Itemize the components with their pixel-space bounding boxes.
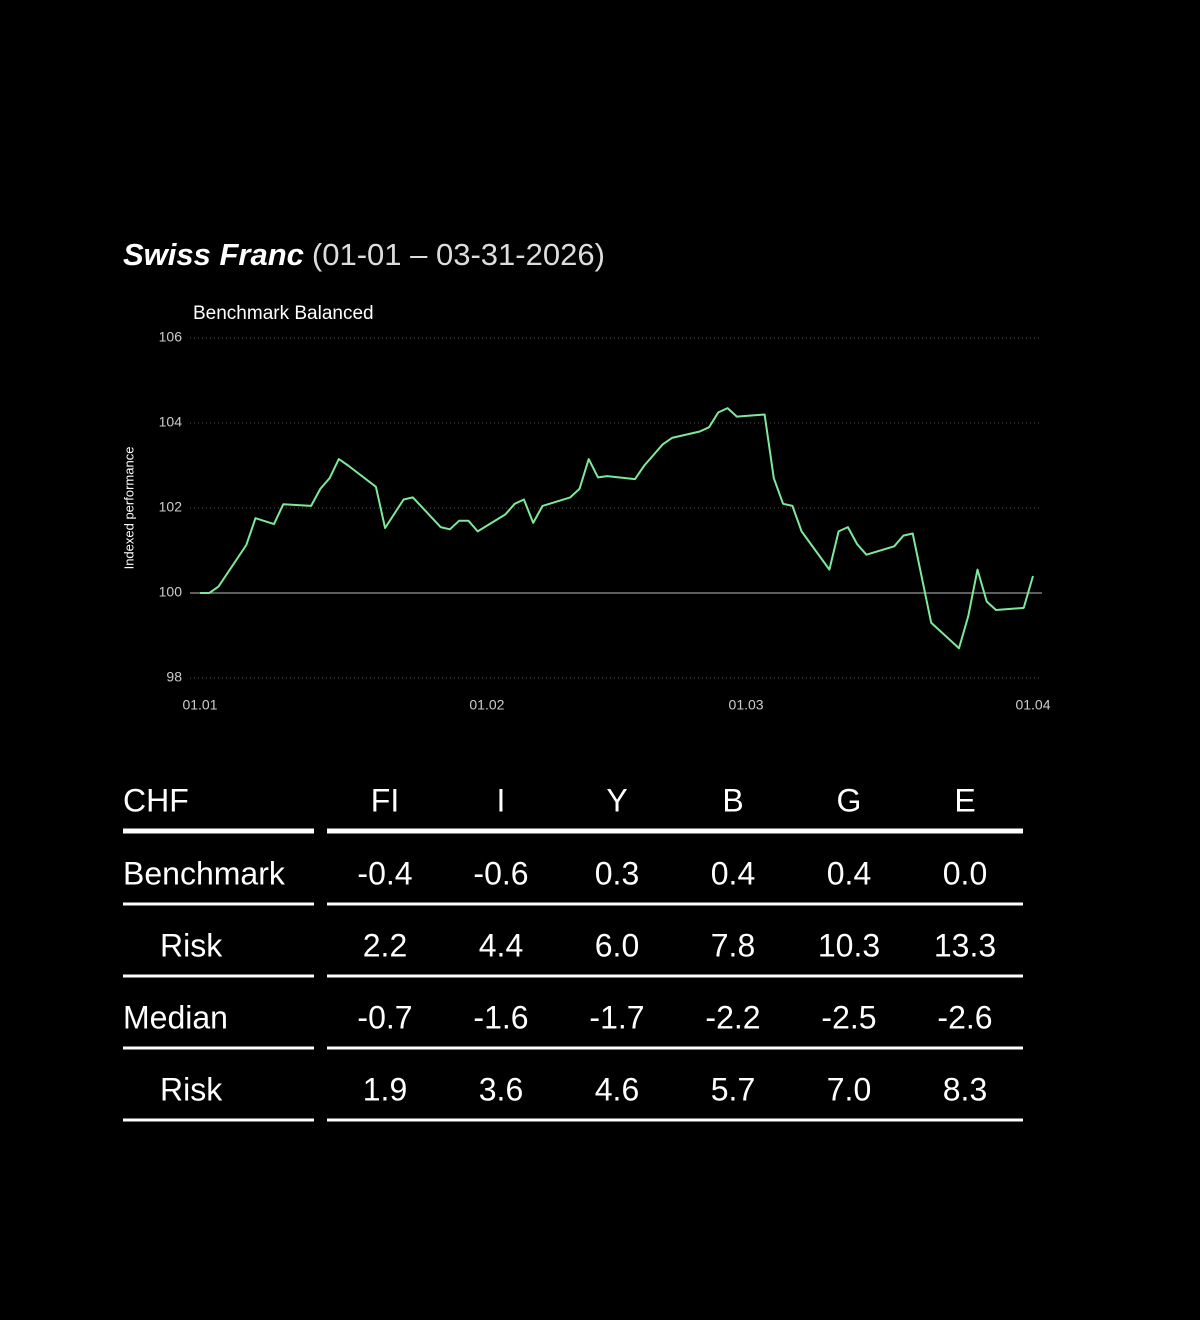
table-header: Y [606, 782, 627, 818]
table-cell: 6.0 [595, 927, 639, 963]
table-cell: -2.6 [937, 999, 992, 1035]
table-cell: 10.3 [818, 927, 880, 963]
table-cell: -1.7 [589, 999, 644, 1035]
table-cell: -0.7 [357, 999, 412, 1035]
table-cell: -0.6 [473, 855, 528, 891]
table-cell: 7.0 [827, 1071, 871, 1107]
table-cell: -1.6 [473, 999, 528, 1035]
table-header: G [837, 782, 862, 818]
y-tick-label: 104 [159, 414, 183, 430]
y-tick-label: 98 [166, 669, 182, 685]
x-tick-label: 01.02 [469, 697, 504, 713]
x-tick-label: 01.03 [729, 697, 764, 713]
table-cell: 0.0 [943, 855, 987, 891]
row-label: Risk [160, 1071, 223, 1107]
y-tick-label: 102 [159, 499, 183, 515]
y-tick-label: 106 [159, 329, 183, 345]
table-header: CHF [123, 782, 189, 818]
table-cell: 8.3 [943, 1071, 987, 1107]
table-cell: 2.2 [363, 927, 407, 963]
x-tick-label: 01.01 [182, 697, 217, 713]
table-header: B [722, 782, 743, 818]
table-cell: -2.5 [821, 999, 876, 1035]
title-name: Swiss Franc [123, 237, 304, 272]
row-label: Risk [160, 927, 223, 963]
table-cell: 0.4 [711, 855, 755, 891]
table-cell: 7.8 [711, 927, 755, 963]
table-header: I [497, 782, 506, 818]
table-cell: 1.9 [363, 1071, 407, 1107]
x-tick-label: 01.04 [1015, 697, 1050, 713]
table-header: E [954, 782, 975, 818]
chart-title: Swiss Franc (01-01 – 03-31-2026) [123, 237, 605, 272]
table-cell: 0.4 [827, 855, 871, 891]
y-tick-label: 100 [159, 584, 183, 600]
table-cell: -2.2 [705, 999, 760, 1035]
data-line [200, 407, 1034, 650]
row-label: Median [123, 999, 228, 1035]
table-cell: 13.3 [934, 927, 996, 963]
table-cell: 3.6 [479, 1071, 523, 1107]
table-cell: 4.4 [479, 927, 523, 963]
table-cell: -0.4 [357, 855, 412, 891]
table-cell: 4.6 [595, 1071, 639, 1107]
table-header: FI [371, 782, 399, 818]
table-cell: 0.3 [595, 855, 639, 891]
title-period: (01-01 – 03-31-2026) [312, 237, 605, 272]
chart-subtitle: Benchmark Balanced [193, 303, 374, 324]
row-label: Benchmark [123, 855, 286, 891]
table-cell: 5.7 [711, 1071, 755, 1107]
y-axis-label: Indexed performance [121, 447, 136, 570]
